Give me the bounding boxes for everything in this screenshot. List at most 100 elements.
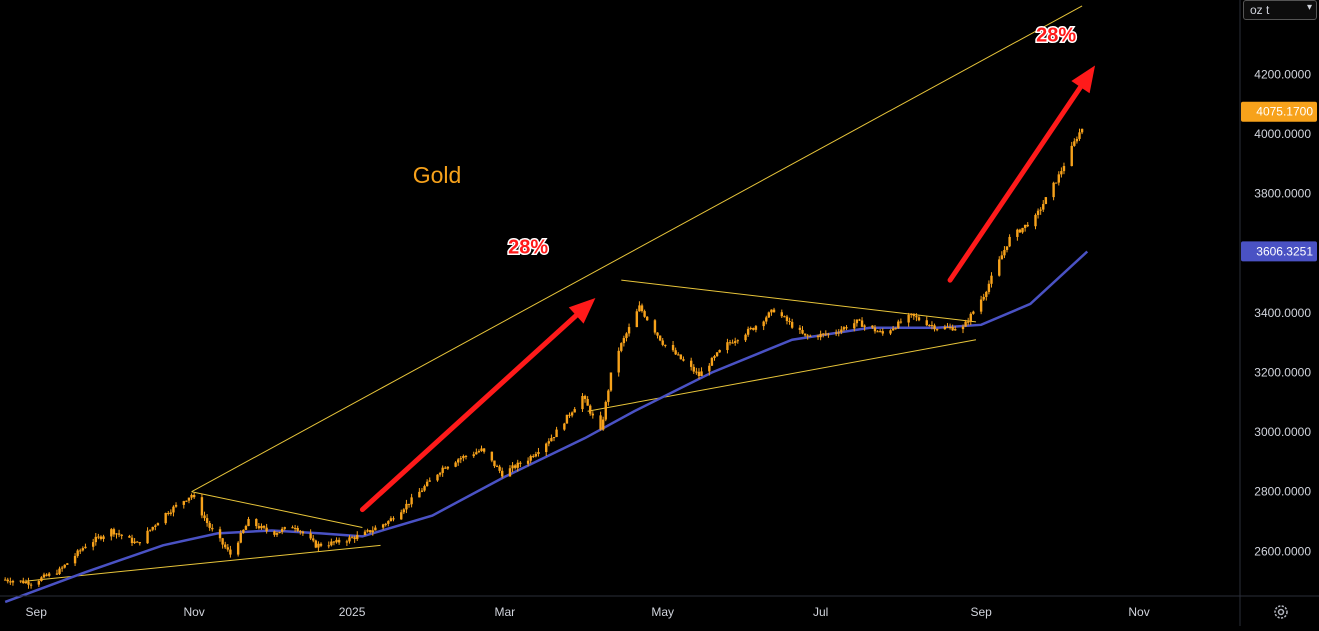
candle <box>112 527 116 537</box>
candle <box>418 488 421 498</box>
ma-price-badge-bg <box>1241 241 1317 262</box>
candle <box>589 404 592 416</box>
candle <box>477 449 481 454</box>
candle <box>356 531 359 541</box>
candle <box>726 338 729 354</box>
growth-label: 28% <box>508 236 548 258</box>
candle <box>798 325 802 334</box>
candle <box>661 338 664 347</box>
candle <box>11 579 15 586</box>
time-axis[interactable]: Sep Nov 2025 Mar May Jul Sep Nov <box>26 605 1150 619</box>
trendline <box>25 544 381 582</box>
candle <box>192 492 196 499</box>
x-tick-label: Jul <box>813 605 828 619</box>
candle <box>301 530 305 536</box>
candle <box>736 339 739 344</box>
x-tick-label: Nov <box>1128 605 1149 619</box>
candle <box>568 412 571 418</box>
candle <box>982 293 985 301</box>
candle <box>1000 251 1004 260</box>
candle <box>81 546 85 552</box>
candle <box>754 324 758 333</box>
candle <box>788 317 791 325</box>
candle <box>353 535 356 543</box>
candle <box>855 319 859 327</box>
candle <box>371 526 374 536</box>
candle <box>809 334 812 337</box>
candle <box>319 542 323 548</box>
candle <box>314 539 318 549</box>
candle <box>876 330 879 333</box>
candle <box>860 317 864 327</box>
candle <box>97 533 100 540</box>
candle <box>834 329 838 336</box>
candle <box>547 438 551 447</box>
candle <box>801 326 804 335</box>
candle <box>881 328 884 336</box>
candle <box>700 367 703 377</box>
candle <box>273 530 276 537</box>
candle <box>790 318 794 329</box>
candle <box>464 454 468 460</box>
candle <box>167 510 170 516</box>
candle <box>182 500 185 509</box>
candle <box>878 329 882 333</box>
candle <box>291 525 294 529</box>
candle <box>438 471 442 477</box>
trendlines-layer <box>25 5 1083 582</box>
candle <box>653 319 657 335</box>
candle <box>410 493 413 508</box>
candle <box>205 514 209 527</box>
candle <box>534 451 538 458</box>
candle <box>819 330 822 341</box>
candle <box>692 364 695 374</box>
candle <box>156 522 160 526</box>
candle <box>24 579 28 584</box>
candle <box>1070 141 1073 167</box>
candle <box>330 538 333 547</box>
candle <box>744 333 747 343</box>
trendline <box>587 339 977 412</box>
candle <box>749 326 752 331</box>
candle <box>441 465 444 477</box>
candle <box>697 368 701 380</box>
candle <box>94 533 97 546</box>
candle <box>480 445 483 452</box>
candle <box>935 328 939 332</box>
candle <box>891 325 895 331</box>
candle <box>1018 228 1022 233</box>
price-axis[interactable]: 2600.0000 2800.0000 3000.0000 3200.0000 3400… <box>1241 68 1317 559</box>
candle <box>172 505 175 517</box>
candle <box>130 534 134 546</box>
candle <box>1075 136 1079 144</box>
candle <box>293 524 297 532</box>
candle <box>3 577 7 581</box>
y-tick-label: 3400.0000 <box>1254 306 1311 320</box>
candle <box>203 511 206 521</box>
unit-selector[interactable]: oz t ▾ <box>1243 0 1317 20</box>
candle <box>138 541 141 546</box>
candle <box>257 522 261 530</box>
candle <box>972 310 975 315</box>
candle <box>1016 228 1019 241</box>
candle <box>529 454 532 464</box>
candle <box>154 524 157 531</box>
candle <box>871 325 874 329</box>
candle <box>552 436 556 442</box>
candle <box>299 529 302 535</box>
candle <box>873 325 877 334</box>
candle <box>658 335 662 342</box>
candle <box>783 315 786 318</box>
candle <box>55 569 59 576</box>
candle <box>979 295 983 315</box>
candle <box>966 317 970 326</box>
candle <box>337 537 341 545</box>
candle <box>1073 138 1076 147</box>
candle <box>640 303 644 313</box>
candle <box>187 497 191 504</box>
candle <box>493 460 496 468</box>
chart-settings-button[interactable] <box>1270 601 1292 623</box>
y-tick-label: 4200.0000 <box>1254 68 1311 82</box>
